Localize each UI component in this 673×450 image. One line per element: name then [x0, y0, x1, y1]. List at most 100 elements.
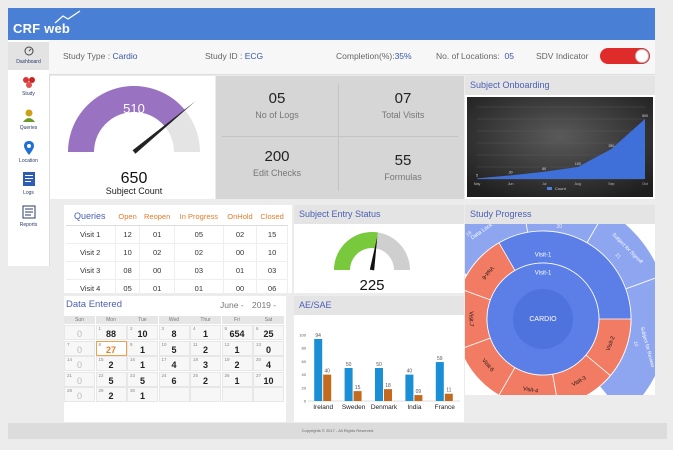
- panel-title: Subject Entry Status: [294, 205, 464, 224]
- legend-swatch: [547, 187, 552, 190]
- subject-onboarding-panel: Subject Onboarding 5 May 30 Jun 60 Jul 100 Aug 2…: [465, 76, 655, 199]
- table-cell[interactable]: 01: [139, 279, 175, 298]
- x-tick-label: France: [435, 404, 456, 411]
- calendar-day[interactable]: [190, 387, 221, 402]
- calendar-day[interactable]: 29 2: [95, 387, 127, 402]
- gauge-value: 510: [123, 101, 145, 116]
- table-cell[interactable]: 02: [223, 225, 258, 244]
- table-cell[interactable]: 05: [174, 225, 224, 244]
- sunburst-label: Visit-1: [535, 271, 552, 277]
- calendar-day[interactable]: 23 5: [127, 371, 158, 387]
- bar[interactable]: [384, 389, 392, 401]
- year-select[interactable]: 2019 -: [252, 300, 277, 310]
- bar[interactable]: [353, 391, 362, 401]
- table-cell[interactable]: 03: [174, 261, 224, 280]
- day-number: 20: [256, 357, 262, 362]
- calendar-day[interactable]: 6 25: [253, 325, 284, 340]
- bar[interactable]: [323, 374, 332, 401]
- bar[interactable]: [314, 338, 323, 401]
- day-count: 1: [234, 344, 240, 355]
- table-cell[interactable]: 01: [139, 225, 175, 244]
- calendar-day[interactable]: 18 3: [190, 356, 221, 371]
- locations-count: No. of Locations: 05: [436, 51, 514, 61]
- table-cell[interactable]: 02: [174, 243, 224, 262]
- table-cell[interactable]: 00: [223, 279, 258, 298]
- day-number: 15: [98, 357, 104, 362]
- table-cell[interactable]: 01: [174, 279, 224, 298]
- row-label: Visit 3: [66, 261, 116, 280]
- calendar-day[interactable]: 30 1: [127, 387, 158, 402]
- calendar-day[interactable]: 27 10: [253, 371, 284, 387]
- data-label: 94: [315, 333, 321, 339]
- day-number: 12: [224, 341, 230, 347]
- table-cell[interactable]: 00: [223, 243, 258, 262]
- calendar-day[interactable]: 1 88: [95, 325, 127, 340]
- bar[interactable]: [444, 393, 453, 401]
- table-cell[interactable]: 10: [115, 243, 141, 262]
- table-cell[interactable]: 15: [256, 225, 288, 244]
- table-cell[interactable]: 00: [139, 261, 175, 280]
- table-cell[interactable]: 12: [115, 225, 141, 244]
- sidebar-item-logs[interactable]: Logs: [8, 171, 49, 201]
- table-cell[interactable]: 08: [115, 261, 141, 280]
- day-number: 27: [256, 372, 262, 378]
- calendar-day[interactable]: [158, 387, 190, 402]
- sdv-indicator-toggle[interactable]: [600, 48, 650, 64]
- row-label: Visit 2: [66, 243, 116, 262]
- data-label: 5: [476, 173, 478, 177]
- calendar-day[interactable]: 11 2: [190, 340, 221, 356]
- calendar-day[interactable]: 10 5: [158, 340, 190, 356]
- sidebar-item-label: Logs: [23, 190, 34, 196]
- day-number: 9: [130, 341, 133, 347]
- calendar-day[interactable]: 28 0: [64, 387, 95, 402]
- bar[interactable]: [405, 374, 414, 401]
- calendar-day[interactable]: 22 5: [95, 371, 127, 387]
- bar[interactable]: [435, 362, 444, 401]
- table-cell[interactable]: 01: [223, 261, 258, 280]
- sunburst-core[interactable]: [513, 289, 573, 349]
- x-tick-label: Sweden: [342, 404, 366, 411]
- calendar-day[interactable]: 13 0: [253, 340, 284, 356]
- table-cell[interactable]: 05: [115, 279, 141, 298]
- divider: [222, 136, 458, 137]
- calendar-day[interactable]: 5 654: [221, 325, 253, 340]
- calendar-day[interactable]: [253, 387, 284, 402]
- day-count: 0: [76, 329, 82, 339]
- weekday-label: Sun: [64, 316, 95, 324]
- table-cell[interactable]: 03: [256, 261, 288, 280]
- calendar-day[interactable]: 14 0: [64, 356, 95, 371]
- calendar-day[interactable]: 12 1: [221, 340, 253, 356]
- day-number: 30: [130, 388, 136, 393]
- calendar-day[interactable]: 16 1: [127, 356, 158, 371]
- sidebar-item-study[interactable]: Study: [8, 76, 49, 104]
- bar[interactable]: [414, 395, 423, 401]
- calendar-day[interactable]: 0: [64, 325, 95, 340]
- calendar-day[interactable]: [221, 387, 253, 402]
- day-number: 25: [193, 372, 199, 378]
- sidebar-item-queries[interactable]: Queries: [8, 108, 49, 138]
- month-select[interactable]: June -: [220, 300, 244, 310]
- table-cell[interactable]: 06: [256, 279, 288, 298]
- calendar-day[interactable]: 26 1: [221, 371, 253, 387]
- calendar-day[interactable]: 25 2: [190, 371, 221, 387]
- sidebar-item-reports[interactable]: Reports: [8, 205, 49, 233]
- bar[interactable]: [344, 368, 353, 401]
- bar[interactable]: [375, 368, 383, 401]
- calendar-day[interactable]: 20 4: [253, 356, 284, 371]
- calendar-day[interactable]: 17 4: [158, 356, 190, 371]
- calendar-day[interactable]: 24 6: [158, 371, 190, 387]
- calendar-day[interactable]: 15 2: [95, 356, 127, 371]
- calendar-day[interactable]: 19 2: [221, 356, 253, 371]
- table-cell[interactable]: 02: [139, 243, 175, 262]
- sidebar-item-dashboard[interactable]: Dashboard: [8, 42, 49, 70]
- calendar-day[interactable]: 8 27: [95, 340, 127, 356]
- gauge-total: 650: [121, 170, 148, 187]
- table-cell[interactable]: 10: [256, 243, 288, 262]
- sidebar-item-location[interactable]: Location: [8, 141, 49, 169]
